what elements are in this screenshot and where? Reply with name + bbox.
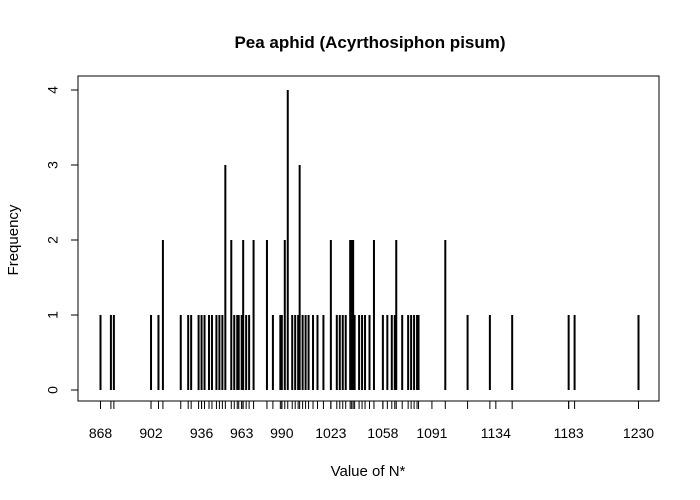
y-tick-label: 2: [45, 236, 61, 244]
y-tick-label: 1: [45, 311, 61, 319]
x-tick-label: 990: [270, 425, 294, 441]
plot-frame: [77, 75, 660, 402]
x-tick-label: 1091: [416, 425, 447, 441]
y-tick-label: 0: [45, 386, 61, 394]
x-tick-label: 1023: [315, 425, 346, 441]
y-axis-label: Frequency: [5, 204, 22, 275]
bar-series: [99, 90, 640, 390]
x-tick-label: 936: [190, 425, 214, 441]
x-tick-label: 1134: [481, 425, 511, 441]
x-tick-label: 868: [89, 425, 113, 441]
y-tick-label: 4: [45, 86, 61, 94]
x-tick-label: 963: [230, 425, 254, 441]
x-axis: 868 902 936 963 990 1023 1058 1091 1134 1183 1230: [89, 401, 654, 441]
x-axis-label: Value of N*: [331, 463, 406, 480]
x-tick-label: 1058: [367, 425, 398, 441]
x-tick-label: 1183: [554, 425, 584, 441]
chart-title: Pea aphid (Acyrthosiphon pisum): [234, 33, 505, 52]
x-tick-label: 902: [139, 425, 163, 441]
rug-ticks: [100, 401, 639, 409]
x-tick-label: 1230: [623, 425, 654, 441]
y-tick-label: 3: [45, 161, 61, 169]
y-axis: 0 1 2 3 4: [45, 86, 78, 394]
